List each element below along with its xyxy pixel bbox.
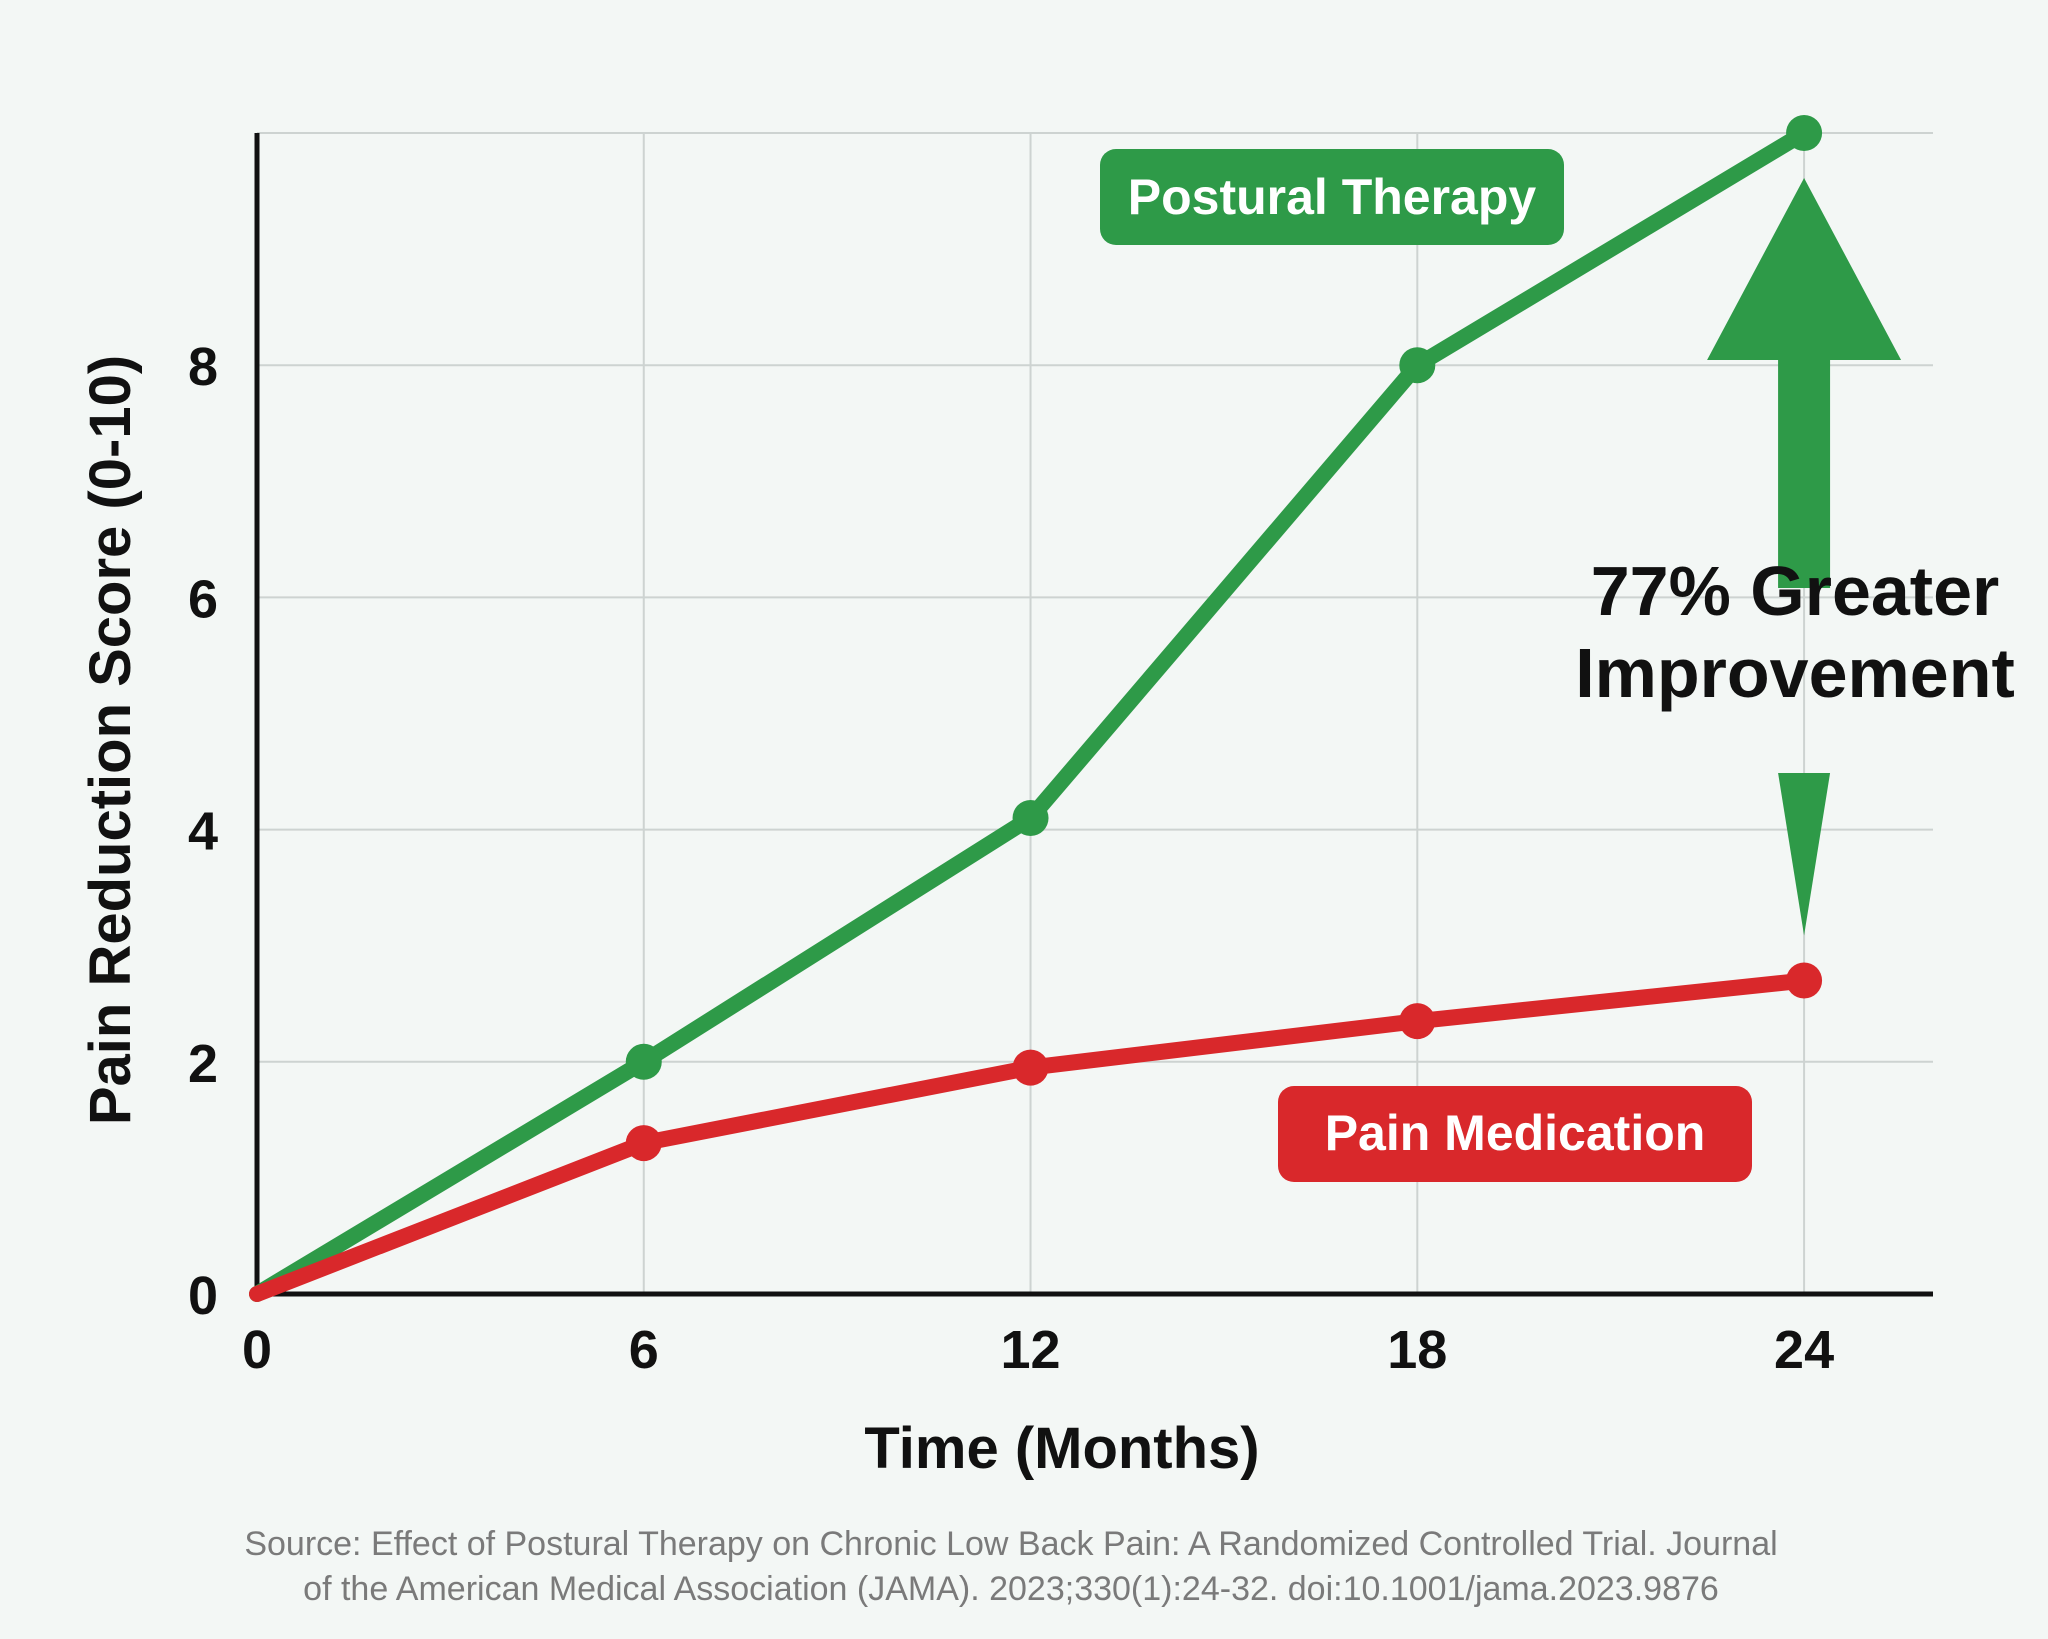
pain-medication-label-box [1278,1086,1752,1182]
pain-medication-point-18 [1399,1003,1436,1040]
improvement-arrow [1707,178,1902,936]
x-tick-label-12: 12 [1000,1320,1060,1380]
arrow-head-up [1707,178,1902,588]
pain-medication-point-12 [1012,1049,1049,1086]
postural-therapy-point-24 [1786,115,1823,151]
x-tick-label-24: 24 [1774,1320,1834,1380]
postural-therapy-point-6 [625,1043,662,1080]
source-line-1: Source: Effect of Postural Therapy on Ch… [244,1525,1777,1563]
postural-therapy-label-box [1100,149,1564,245]
postural-therapy-point-18 [1399,347,1436,384]
x-tick-label-18: 18 [1387,1320,1447,1380]
y-tick-label-6: 6 [188,569,218,629]
legend-postural-therapy: Postural Therapy [1100,149,1564,245]
annotation-line-2: Improvement [1575,634,2015,712]
x-tick-label-0: 0 [242,1320,272,1380]
pain-medication-label: Pain Medication [1325,1105,1706,1161]
series [249,115,1823,1302]
pain-medication-point-24 [1786,962,1823,999]
annotation-line-1: 77% Greater [1591,552,2000,630]
x-axis-title: Time (Months) [864,1416,1259,1481]
y-tick-label-8: 8 [188,337,218,397]
pain-medication-point-6 [625,1125,662,1162]
x-tick-label-6: 6 [629,1320,659,1380]
legend-pain-medication: Pain Medication [1278,1086,1752,1182]
y-tick-label-2: 2 [188,1034,218,1094]
y-tick-label-0: 0 [188,1266,218,1326]
arrow-tail-down [1778,773,1831,936]
y-tick-label-4: 4 [188,802,218,862]
source-line-2: of the American Medical Association (JAM… [303,1570,1719,1608]
postural-therapy-label: Postural Therapy [1128,169,1537,225]
y-axis-title: Pain Reduction Score (0-10) [78,355,143,1125]
postural-therapy-point-12 [1012,799,1049,836]
